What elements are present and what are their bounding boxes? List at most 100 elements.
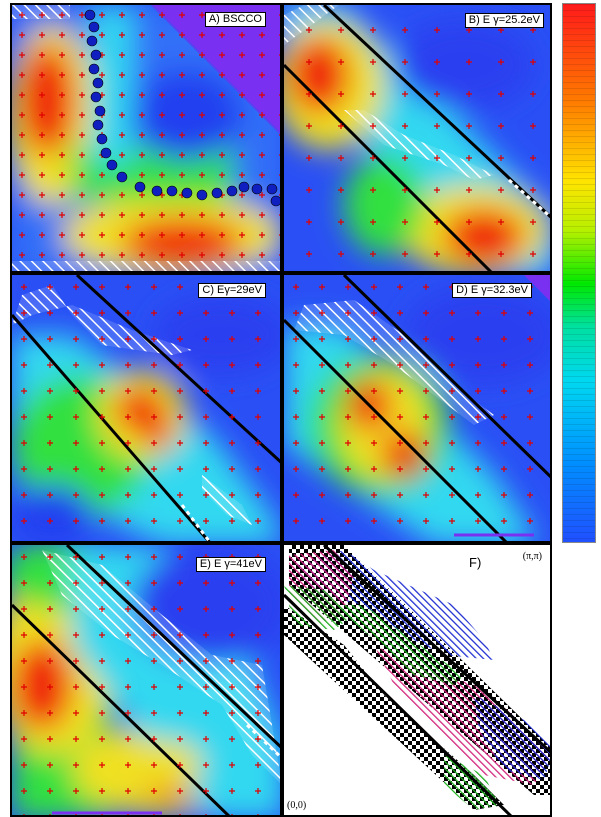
cross-marker — [99, 492, 105, 498]
cross-marker — [119, 52, 125, 58]
cross-marker — [199, 212, 205, 218]
fermi-surface-dot — [88, 63, 100, 75]
panel-f-corner-pi-pi: (π,π) — [522, 551, 542, 562]
cross-marker — [423, 362, 429, 368]
cross-marker — [73, 336, 79, 342]
cross-marker — [423, 440, 429, 446]
cross-marker — [371, 466, 377, 472]
cross-marker — [39, 152, 45, 158]
cross-marker — [259, 92, 265, 98]
cross-marker — [239, 232, 245, 238]
cross-marker — [39, 12, 45, 18]
cross-marker — [402, 155, 408, 161]
cross-marker — [306, 59, 312, 65]
cross-marker — [255, 414, 261, 420]
cross-marker — [179, 12, 185, 18]
cross-marker — [434, 123, 440, 129]
cross-marker — [47, 388, 53, 394]
cross-marker — [527, 362, 533, 368]
cross-marker — [19, 192, 25, 198]
cross-marker — [19, 212, 25, 218]
cross-marker — [179, 112, 185, 118]
cross-marker — [203, 606, 209, 612]
cross-marker — [139, 192, 145, 198]
cross-marker — [199, 252, 205, 258]
cross-marker — [177, 518, 183, 524]
cross-marker — [466, 219, 472, 225]
cross-marker — [345, 492, 351, 498]
fermi-surface-dot — [266, 183, 278, 195]
cross-marker — [229, 440, 235, 446]
cross-marker — [139, 92, 145, 98]
cross-marker — [159, 212, 165, 218]
cross-marker — [475, 310, 481, 316]
fermi-surface-dot — [90, 91, 102, 103]
cross-marker — [21, 684, 27, 690]
cross-marker — [293, 362, 299, 368]
cross-marker — [125, 414, 131, 420]
cross-marker — [73, 606, 79, 612]
cross-marker — [59, 192, 65, 198]
cross-marker — [39, 172, 45, 178]
cross-marker — [255, 736, 261, 742]
cross-marker — [345, 518, 351, 524]
cross-marker — [159, 112, 165, 118]
cross-marker — [79, 72, 85, 78]
cross-marker — [39, 192, 45, 198]
cross-marker — [199, 172, 205, 178]
cross-marker — [73, 762, 79, 768]
cross-marker — [475, 440, 481, 446]
cross-marker — [530, 187, 536, 193]
cross-marker — [466, 187, 472, 193]
cross-marker — [73, 736, 79, 742]
cross-marker — [293, 310, 299, 316]
cross-marker — [47, 336, 53, 342]
cross-marker — [293, 414, 299, 420]
cross-marker — [139, 12, 145, 18]
cross-marker — [319, 440, 325, 446]
cross-marker — [239, 32, 245, 38]
cross-marker — [239, 212, 245, 218]
cross-marker — [319, 414, 325, 420]
cross-marker — [179, 132, 185, 138]
cross-marker — [319, 466, 325, 472]
cross-marker — [397, 414, 403, 420]
cross-marker — [151, 440, 157, 446]
cross-marker — [203, 362, 209, 368]
cross-marker — [501, 388, 507, 394]
cross-marker — [99, 32, 105, 38]
cross-marker — [319, 336, 325, 342]
cross-marker — [177, 388, 183, 394]
cross-marker — [338, 123, 344, 129]
panel-a-bscco: A) BSCCO — [10, 3, 282, 273]
cross-marker — [151, 284, 157, 290]
cross-marker — [338, 59, 344, 65]
cross-marker — [19, 132, 25, 138]
cross-marker — [345, 440, 351, 446]
cross-marker — [179, 172, 185, 178]
cross-marker — [423, 284, 429, 290]
cross-marker — [47, 580, 53, 586]
cross-marker — [177, 658, 183, 664]
cross-marker — [259, 132, 265, 138]
cross-marker — [47, 284, 53, 290]
cross-marker — [530, 123, 536, 129]
cross-marker — [259, 32, 265, 38]
cross-marker — [239, 52, 245, 58]
cross-marker — [39, 132, 45, 138]
cross-marker — [159, 32, 165, 38]
cross-marker — [47, 684, 53, 690]
cross-marker — [21, 710, 27, 716]
cross-marker — [498, 155, 504, 161]
cross-marker — [423, 414, 429, 420]
cross-marker — [21, 310, 27, 316]
cross-marker — [203, 710, 209, 716]
cross-marker — [159, 252, 165, 258]
cross-marker — [99, 310, 105, 316]
panel-e-crosses — [21, 554, 261, 815]
cross-marker — [219, 32, 225, 38]
cross-marker — [239, 132, 245, 138]
cross-marker — [371, 336, 377, 342]
cross-marker — [47, 554, 53, 560]
cross-marker — [79, 172, 85, 178]
